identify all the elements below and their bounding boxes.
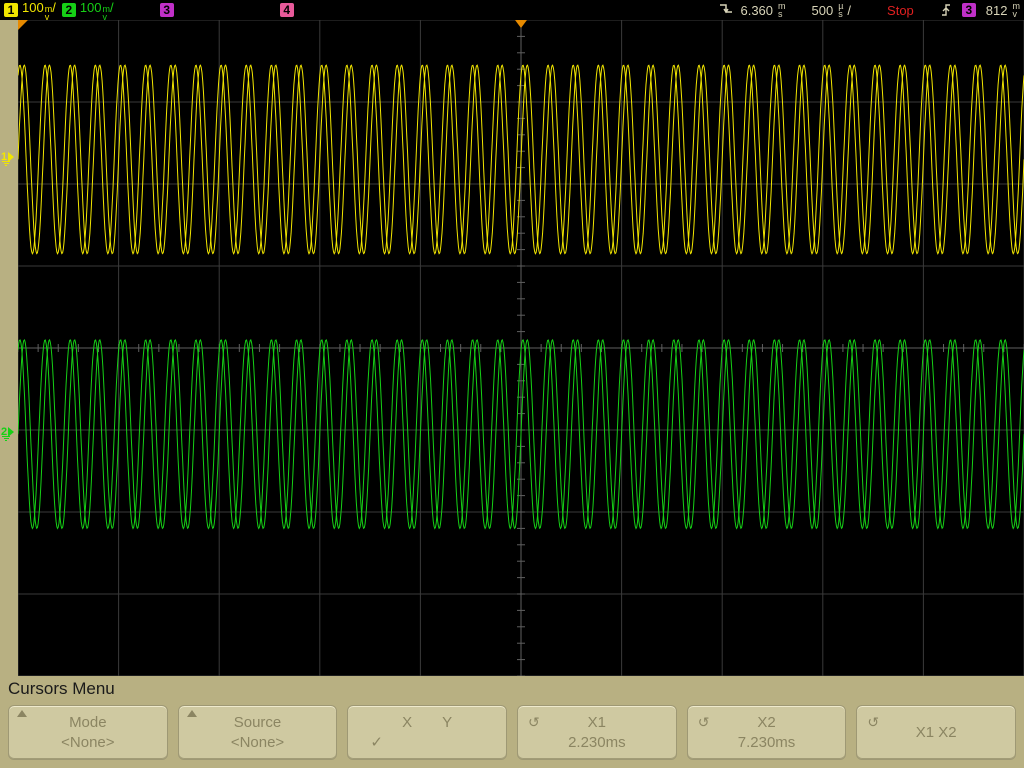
left-gutter: 12 — [0, 20, 18, 676]
timebase-per: / — [847, 3, 851, 18]
softkey-line2: 7.230ms — [738, 733, 796, 753]
softkey-line2: <None> — [61, 733, 114, 753]
timebase-value: 500 — [812, 3, 834, 18]
trigger-unit: mv — [1013, 2, 1021, 18]
softkey-check-icon: ✓ — [370, 733, 383, 753]
softkey-line1: X1 X2 — [916, 723, 957, 743]
menu-title: Cursors Menu — [0, 676, 1024, 701]
edge-icon — [940, 3, 952, 17]
delay-unit: ms — [778, 2, 786, 18]
ground-symbol-ch1 — [2, 161, 10, 166]
ground-symbol-ch2 — [2, 436, 10, 441]
softkey-x-label: X — [402, 713, 412, 733]
softkey-row: Mode<None>Source<None>XY✓↺X12.230ms↺X27.… — [0, 701, 1024, 768]
scope-area: 12 — [0, 20, 1024, 676]
trigger-pos-icon — [718, 3, 734, 17]
softkey-4[interactable]: ↺X27.230ms — [687, 705, 847, 760]
ch2-per: / — [110, 0, 114, 15]
softkey-line1: Mode — [69, 713, 107, 733]
trigger-readout: 3 812 mv — [940, 2, 1020, 18]
softkey-line2: 2.230ms — [568, 733, 626, 753]
timebase-readout: 500 µs / — [812, 2, 852, 18]
waveform-svg — [18, 20, 1024, 676]
ch2-segment: 2 100mv/ — [62, 0, 114, 21]
ch1-scale-value: 100 — [22, 0, 44, 15]
delay-value: 6.360 — [740, 3, 773, 18]
softkey-2[interactable]: X Y ✓ — [347, 705, 507, 760]
softkey-3[interactable]: ↺X12.230ms — [517, 705, 677, 760]
timebase-unit: µs — [838, 2, 843, 18]
delay-readout: 6.360 ms — [740, 2, 785, 18]
trigger-down-icon — [718, 3, 734, 17]
cursors-menu: Cursors Menu Mode<None>Source<None>XY✓↺X… — [0, 676, 1024, 768]
softkey-line1: X2 — [757, 713, 775, 733]
softkey-line1: Source — [234, 713, 282, 733]
run-state-text: Stop — [887, 3, 914, 18]
ch3-badge: 3 — [160, 3, 174, 17]
trigger-src-badge: 3 — [962, 3, 976, 17]
softkey-line2: <None> — [231, 733, 284, 753]
ch1-segment: 1 100mv/ — [4, 0, 56, 21]
ch3-segment: 3 — [160, 3, 174, 17]
softkey-line1: X1 — [588, 713, 606, 733]
top-status-bar: 1 100mv/ 2 100mv/ 3 4 6.360ms 500µs/ — [0, 0, 1024, 20]
softkey-1[interactable]: Source<None> — [178, 705, 338, 760]
softkey-0[interactable]: Mode<None> — [8, 705, 168, 760]
softkey-y-label: Y — [442, 713, 452, 733]
trigger-level: 812 — [986, 3, 1008, 18]
ch1-per: / — [52, 0, 56, 15]
ch2-badge: 2 — [62, 3, 76, 17]
ch2-scale-value: 100 — [80, 0, 102, 15]
ch2-unit: mv — [103, 5, 111, 21]
ch4-segment: 4 — [280, 3, 294, 17]
ch1-scale: 100mv/ — [22, 0, 56, 21]
ch4-badge: 4 — [280, 3, 294, 17]
ch2-scale: 100mv/ — [80, 0, 114, 21]
ch1-badge: 1 — [4, 3, 18, 17]
softkey-5[interactable]: ↺X1 X2 — [856, 705, 1016, 760]
waveform-display[interactable] — [18, 20, 1024, 676]
run-state: Stop — [887, 3, 914, 18]
